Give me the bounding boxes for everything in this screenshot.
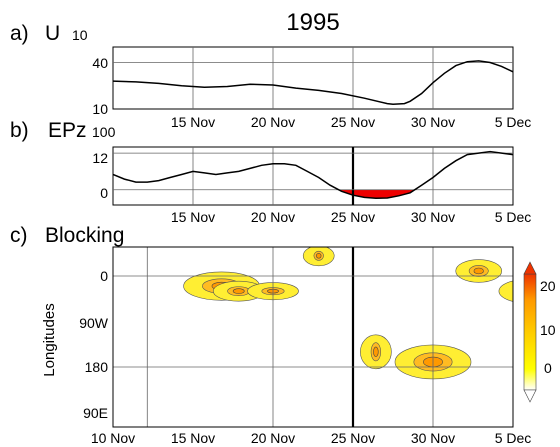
panel-c-ytick-180: 180 <box>85 359 109 375</box>
panel-b-series <box>113 150 513 200</box>
colorbar-top-triangle <box>523 261 537 275</box>
panel-c-xtick: 5 Dec <box>495 430 532 446</box>
colorbar-tick-0: 0 <box>544 360 552 376</box>
panel-b-line <box>113 150 513 200</box>
panel-b-xticks: 15 Nov 20 Nov 25 Nov 30 Nov 5 Dec <box>171 209 531 225</box>
panel-b-xtick: 20 Nov <box>251 209 295 225</box>
panel-a-xtick: 30 Nov <box>411 114 455 130</box>
panel-c-ytick-90w: 90W <box>79 315 109 331</box>
panel-a-gridlines <box>113 47 513 109</box>
blocking-region-core <box>232 288 245 294</box>
colorbar <box>523 273 537 391</box>
panel-b-xtick: 5 Dec <box>495 209 532 225</box>
panel-c-xtick: 30 Nov <box>411 430 455 446</box>
panel-c-gridlines <box>113 247 513 427</box>
panel-a-line <box>113 60 513 106</box>
blocking-region-core <box>316 253 322 259</box>
panel-a-ytick-40: 40 <box>92 55 108 71</box>
panel-a-xtick: 20 Nov <box>251 114 295 130</box>
colorbar-tick-10: 10 <box>540 322 556 338</box>
blocking-region-core <box>373 346 379 358</box>
panel-a-xticks: 15 Nov 20 Nov 25 Nov 30 Nov 5 Dec <box>171 114 531 130</box>
panel-c-ylabel: Longitudes <box>41 303 58 376</box>
panel-c: c) Blocking Longitudes 0 90W 180 90E 10 … <box>10 224 556 446</box>
panel-c-frame <box>112 246 514 428</box>
panel-c-title: Blocking <box>45 224 124 247</box>
colorbar-bottom-triangle <box>523 389 537 403</box>
panel-b-ytick-0: 0 <box>100 185 108 201</box>
panel-c-xtick: 15 Nov <box>171 430 215 446</box>
panel-c-xtick: 25 Nov <box>331 430 375 446</box>
panel-a-ylabel-suffix: 10 <box>72 27 88 43</box>
panel-b: b) EPz 100 12 0 15 Nov 20 Nov 25 Nov 30 Nov… <box>10 119 531 225</box>
panel-b-label: b) <box>10 119 29 142</box>
panel-c-blocking-regions <box>183 247 513 380</box>
panel-c-xticks: 10 Nov 15 Nov 20 Nov 25 Nov 30 Nov 5 Dec <box>91 430 531 446</box>
panel-a-frame <box>112 46 514 110</box>
panel-b-frame <box>112 146 514 206</box>
panel-c-label: c) <box>10 224 28 247</box>
panel-a-xtick: 25 Nov <box>331 114 375 130</box>
panel-c-xtick: 10 Nov <box>91 430 135 446</box>
panel-b-xtick: 30 Nov <box>411 209 455 225</box>
panel-a-xtick: 15 Nov <box>171 114 215 130</box>
panel-b-xtick: 15 Nov <box>171 209 215 225</box>
colorbar-tick-20: 20 <box>540 278 556 294</box>
panel-b-ylabel-suffix: 100 <box>92 124 116 140</box>
blocking-region-core <box>473 267 484 275</box>
panel-b-xtick: 25 Nov <box>331 209 375 225</box>
panel-a-label: a) <box>10 22 29 45</box>
panel-a-series <box>113 60 513 106</box>
panel-c-xtick: 20 Nov <box>251 430 295 446</box>
blocking-region-outer <box>498 280 513 302</box>
panel-b-ytick-12: 12 <box>92 150 108 166</box>
panel-c-ytick-0: 0 <box>100 268 108 284</box>
chart-title: 1995 <box>286 9 339 36</box>
panel-b-ylabel: EPz <box>48 119 87 142</box>
panel-a-xtick: 5 Dec <box>495 114 532 130</box>
panel-a-ytick-10: 10 <box>92 101 108 117</box>
panel-a-ylabel: U <box>45 22 60 45</box>
panel-c-ytick-90e: 90E <box>83 405 108 421</box>
panel-b-gridlines <box>113 147 513 205</box>
panel-a: a) 1995 U 10 40 10 15 Nov 20 Nov 25 Nov 30 … <box>10 9 531 130</box>
